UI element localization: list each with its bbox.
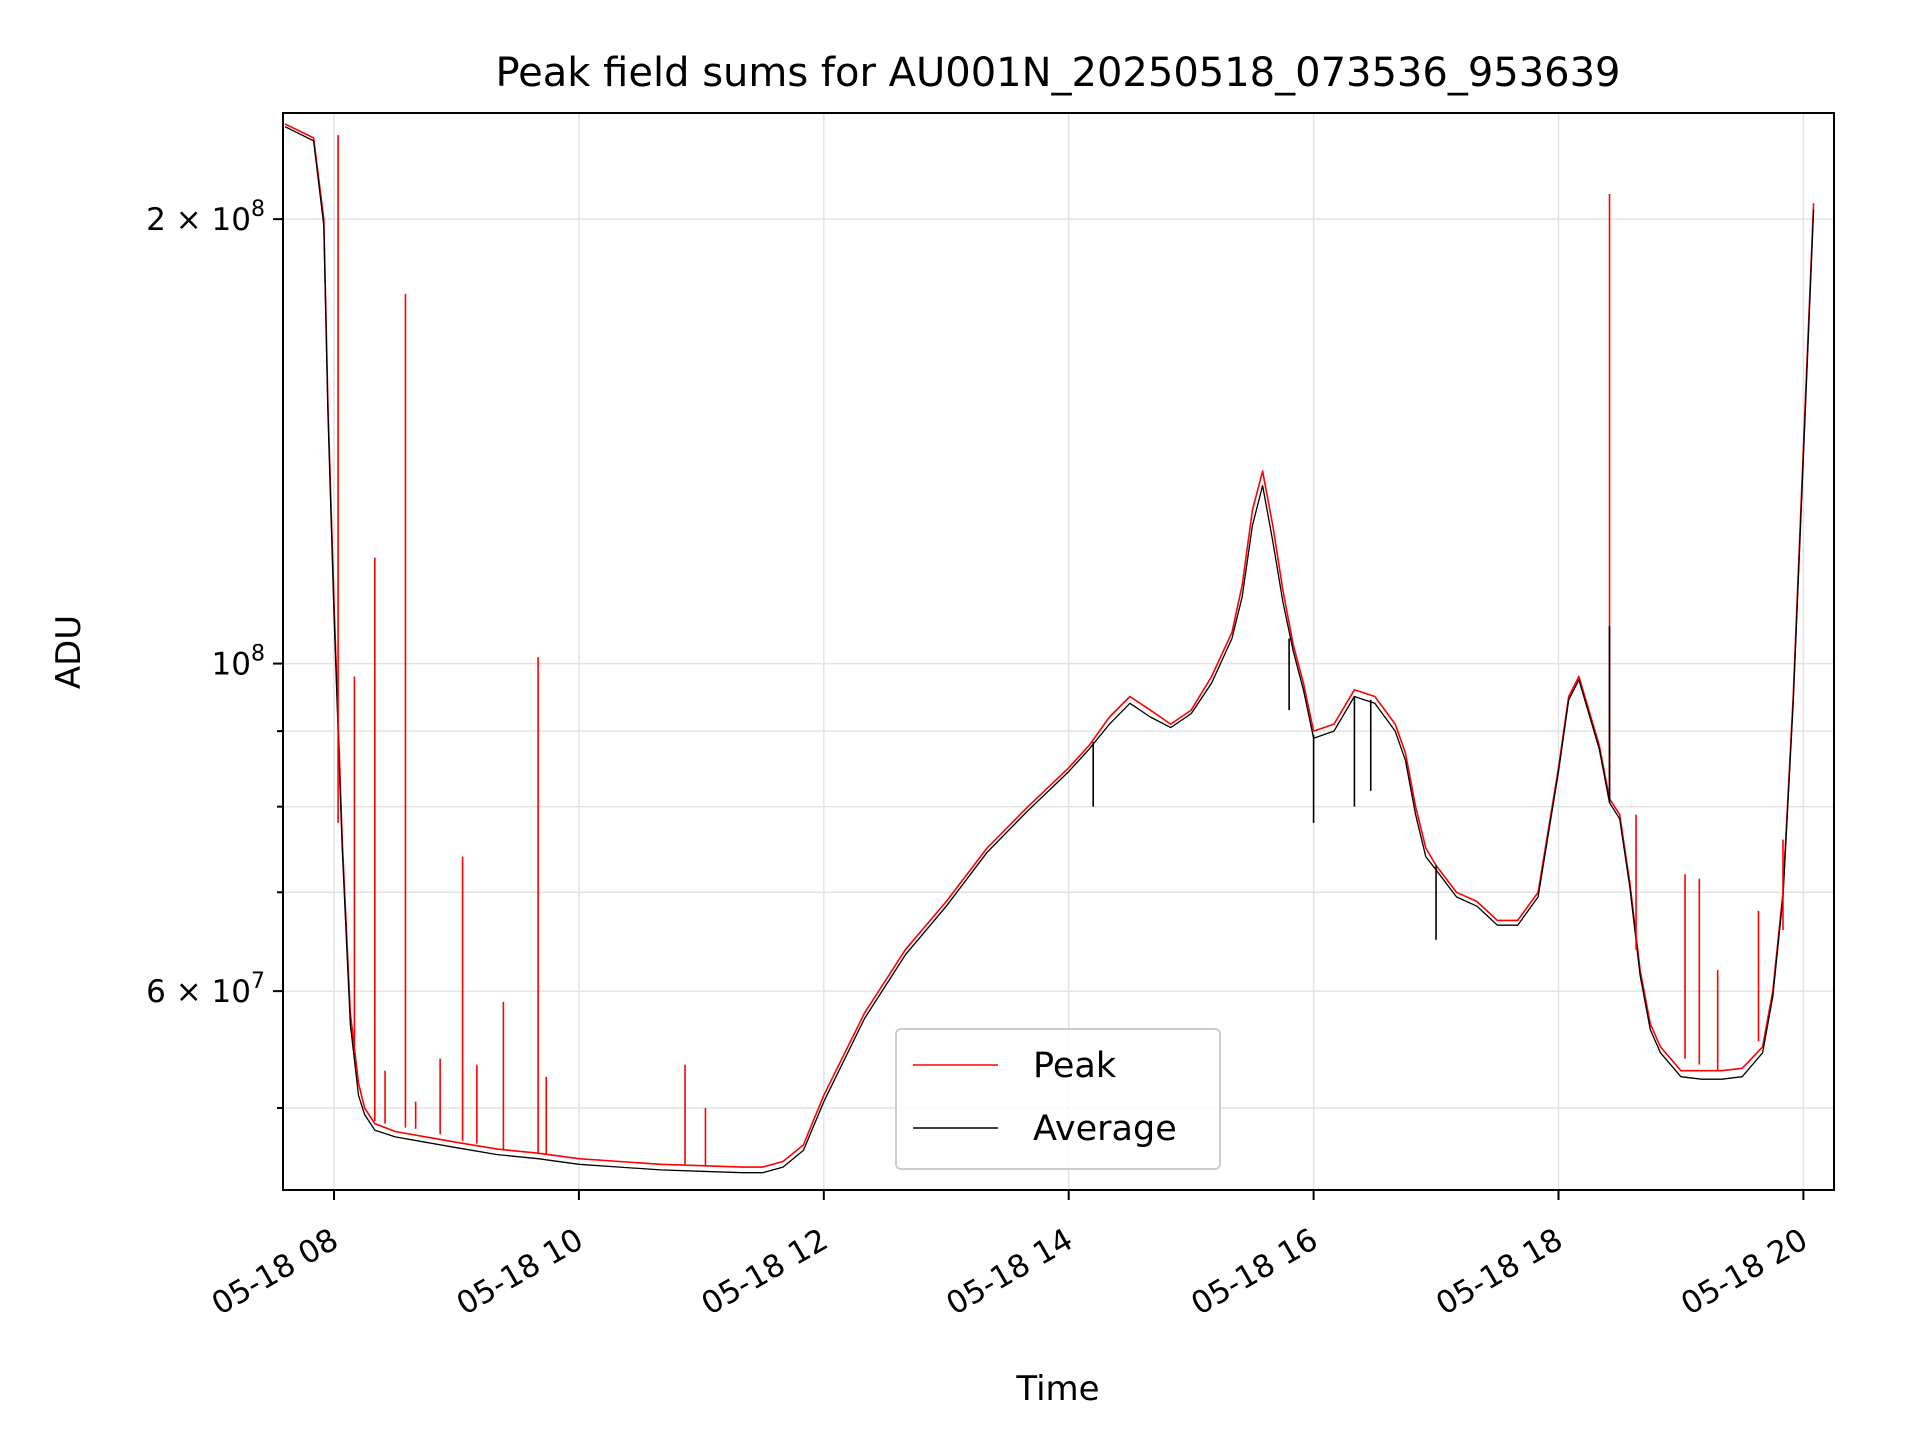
legend-label-average: Average (1033, 1109, 1177, 1149)
y-tick-label: 108 (212, 642, 265, 683)
grid-lines (283, 113, 1834, 1190)
x-tick-label: 05-18 18 (1430, 1222, 1569, 1323)
series-line-average (284, 126, 1815, 1174)
y-axis-label: ADU (49, 615, 89, 689)
x-tick-label: 05-18 16 (1185, 1222, 1324, 1323)
x-axis: 05-18 08 05-18 10 05-18 12 05-18 14 05-18 16… (206, 1190, 1814, 1323)
legend-label-peak: Peak (1033, 1046, 1117, 1086)
plot-frame (282, 112, 1835, 1191)
y-axis: 6 × 107 108 2 × 108 (146, 197, 283, 1110)
x-tick-label: 05-18 10 (451, 1222, 590, 1323)
x-tick-label: 05-18 14 (940, 1222, 1079, 1323)
y-tick-label: 6 × 107 (146, 969, 265, 1010)
x-tick-label: 05-18 12 (696, 1222, 835, 1323)
legend-box (895, 1028, 1221, 1170)
chart-title: Peak field sums for AU001N_20250518_0735… (495, 50, 1620, 96)
x-tick-label: 05-18 08 (206, 1222, 345, 1323)
legend: Peak Average (895, 1028, 1221, 1170)
series-layer (284, 123, 1815, 1174)
x-axis-label: Time (1015, 1369, 1099, 1409)
y-tick-label: 2 × 108 (146, 197, 265, 238)
x-tick-label: 05-18 20 (1675, 1222, 1814, 1323)
series-line-peak (284, 123, 1815, 1168)
